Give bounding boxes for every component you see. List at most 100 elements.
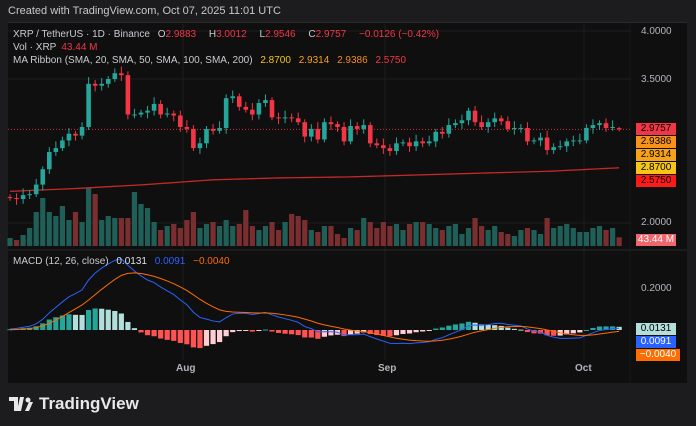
macd-histogram-bar <box>583 329 589 331</box>
candle-body <box>322 122 327 140</box>
macd-histogram-bar <box>393 330 400 336</box>
candle-body <box>544 137 550 151</box>
volume-bar <box>577 232 583 246</box>
macd-histogram-bar <box>197 330 203 349</box>
macd-histogram-bar <box>131 328 138 330</box>
ma200-tag: 2.5750 <box>636 175 676 187</box>
macd-histogram-bar <box>544 330 550 336</box>
candle-body <box>512 127 517 129</box>
price-tick: 3.5000 <box>641 74 672 85</box>
macd-histogram-bar <box>171 330 177 341</box>
tradingview-logo: TradingView <box>9 394 139 414</box>
date-tick-oct: Oct <box>575 363 592 374</box>
candle-body <box>217 127 222 131</box>
volume-label[interactable]: Vol · XRP <box>13 42 57 53</box>
volume-bar <box>177 228 183 246</box>
candle-body <box>531 140 537 142</box>
volume-bar <box>171 224 177 246</box>
macd-histogram-bar <box>184 330 190 345</box>
candle-body <box>112 73 118 79</box>
candle-body <box>616 128 622 130</box>
macd-histogram-bar <box>158 330 164 339</box>
close-value: 2.9757 <box>315 29 347 40</box>
open-label: O <box>157 29 166 40</box>
volume-bar <box>420 222 426 246</box>
macd-histogram-bar <box>236 330 242 332</box>
volume-bar <box>197 228 203 246</box>
volume-bar <box>66 220 72 246</box>
candle-body <box>394 143 399 151</box>
candle-body <box>309 128 314 137</box>
candle-body <box>73 133 78 136</box>
candle-body <box>538 137 543 141</box>
candle-body <box>479 122 484 127</box>
last-price-tag: 2.9757 <box>636 123 676 135</box>
macd-histogram-bar <box>452 324 458 330</box>
volume-bar <box>46 212 52 246</box>
macd-histogram-bar <box>498 325 504 330</box>
volume-bar <box>27 228 33 246</box>
macd-histogram-bar <box>138 330 144 333</box>
candle-body <box>374 143 380 146</box>
volume-bar <box>53 216 59 246</box>
candle-body <box>14 198 19 200</box>
candle-body <box>498 118 504 122</box>
candle-body <box>151 103 157 111</box>
candle-body <box>505 121 511 129</box>
macd-histogram-bar <box>92 308 98 330</box>
symbol-legend: XRP / TetherUS · 1D · Binance O2.9883 H3… <box>13 29 444 40</box>
volume-bar <box>596 226 603 246</box>
macd-histogram-bar <box>190 330 196 348</box>
volume-bar <box>341 238 347 246</box>
macd-histogram-bar <box>46 319 52 330</box>
macd-histogram-bar <box>413 330 419 333</box>
candle-body <box>525 127 530 142</box>
candle-body <box>53 148 59 152</box>
candle-body <box>289 117 294 119</box>
candle-body <box>407 142 412 147</box>
macd-histogram-bar <box>354 330 360 334</box>
brand-name: TradingView <box>39 394 139 413</box>
volume-bar <box>354 230 360 246</box>
volume-bar <box>505 234 511 246</box>
candle-body <box>86 83 91 127</box>
macd-histogram-bar <box>479 324 485 330</box>
volume-value: 43.44 M <box>61 42 98 53</box>
volume-bar <box>603 230 609 246</box>
candle-body <box>236 96 242 107</box>
candle-body <box>295 118 301 123</box>
candle-body <box>125 75 131 115</box>
open-value: 2.9883 <box>165 29 197 40</box>
volume-bar <box>537 234 544 246</box>
ma20-value: 2.8700 <box>260 55 291 66</box>
macd-histogram-bar <box>118 313 124 330</box>
macd-signal-value: −0.0040 <box>193 256 230 267</box>
macd-histogram-bar <box>86 309 92 330</box>
macd-histogram-bar <box>262 329 269 331</box>
ma-ribbon-label[interactable]: MA Ribbon (SMA, 20, SMA, 50, SMA, 100, S… <box>13 55 253 66</box>
volume-bar <box>459 234 465 246</box>
symbol-title[interactable]: XRP / TetherUS · 1D · Binance <box>13 29 150 40</box>
volume-bar <box>413 222 419 246</box>
volume-bar <box>400 230 406 246</box>
macd-histogram-bar <box>577 330 583 333</box>
ma100-value: 2.9386 <box>337 55 368 66</box>
volume-bar <box>151 222 157 246</box>
macd-label[interactable]: MACD (12, 26, close) <box>13 256 109 267</box>
candle-body <box>433 131 439 142</box>
volume-bar <box>479 226 485 246</box>
high-value: 3.0012 <box>216 29 247 40</box>
volume-bar <box>20 235 26 246</box>
candle-body <box>335 124 340 127</box>
macd-legend: MACD (12, 26, close) 0.0131 0.0091 −0.00… <box>13 256 235 267</box>
macd-histogram-bar <box>400 330 406 335</box>
volume-bar <box>348 228 354 246</box>
macd-histogram-bar <box>485 325 491 330</box>
candle-body <box>348 126 353 142</box>
candle-body <box>132 114 137 116</box>
volume-bar <box>446 226 452 246</box>
candle-body <box>99 83 104 86</box>
volume-bar <box>144 208 151 246</box>
volume-bar <box>583 232 589 246</box>
